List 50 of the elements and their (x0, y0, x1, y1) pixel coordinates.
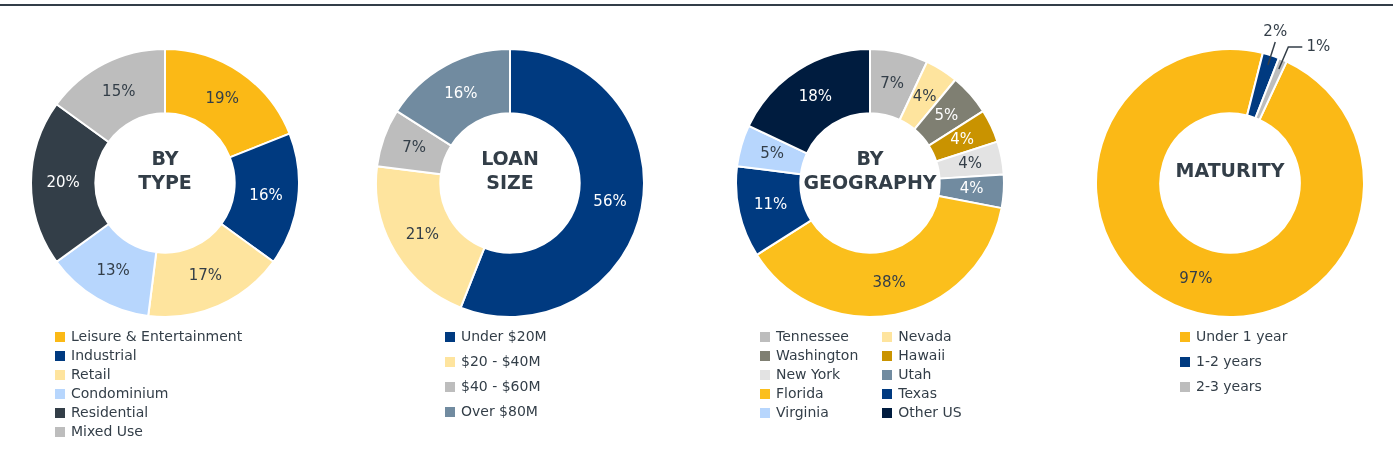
data-label: 17% (188, 266, 223, 285)
legend-label: Texas (898, 385, 937, 402)
legend-label: 1-2 years (1196, 353, 1262, 370)
legend-label: Leisure & Entertainment (71, 328, 243, 345)
data-label: 4% (958, 153, 982, 172)
legend-label: Nevada (898, 328, 952, 345)
legend-label: Virginia (776, 404, 829, 421)
legend-label: $40 - $60M (461, 378, 541, 395)
data-label: 56% (593, 191, 627, 210)
data-label: 4% (959, 179, 984, 198)
legend-label: Mixed Use (71, 423, 143, 440)
legend-label: Under $20M (461, 328, 547, 345)
data-label: 16% (249, 185, 283, 204)
data-label: 19% (205, 88, 239, 107)
data-label: 11% (753, 195, 788, 214)
legend-label: Washington (776, 347, 859, 364)
data-label: 20% (46, 172, 80, 191)
legend-label: Hawaii (898, 347, 946, 364)
legend-label: Under 1 year (1196, 328, 1288, 345)
data-label: 18% (798, 86, 833, 105)
text: LOAN SIZE (481, 146, 539, 194)
legend-label: Industrial (71, 347, 137, 364)
legend-label: Florida (776, 385, 824, 402)
data-label: 16% (444, 83, 478, 102)
legend-label: New York (776, 366, 841, 383)
legend-label: Tennessee (776, 328, 849, 345)
legend-label: Over $80M (461, 403, 538, 420)
data-label: 13% (96, 260, 130, 279)
legend-label: Utah (898, 366, 932, 383)
data-label: 4% (912, 86, 937, 105)
data-label: 5% (934, 105, 959, 124)
data-label: 1% (1306, 36, 1331, 55)
text: MATURITY (1175, 158, 1285, 182)
data-label: 15% (102, 82, 136, 101)
text: BY GEOGRAPHY (803, 146, 937, 194)
data-label: 97% (1179, 268, 1213, 287)
data-label: 7% (402, 138, 427, 157)
data-label: 7% (880, 73, 905, 92)
legend-label: $20 - $40M (461, 353, 541, 370)
data-label: 38% (872, 272, 906, 291)
data-label: 5% (760, 144, 785, 163)
data-label: 21% (405, 224, 440, 243)
text: BY TYPE (138, 146, 192, 194)
legend-label: Residential (71, 404, 149, 421)
legend-label: Other US (898, 404, 962, 421)
legend-label: Condominium (71, 385, 169, 402)
legend-label: Retail (71, 366, 111, 383)
data-label: 4% (950, 129, 975, 148)
data-label: 2% (1263, 21, 1288, 40)
legend-label: 2-3 years (1196, 378, 1262, 395)
